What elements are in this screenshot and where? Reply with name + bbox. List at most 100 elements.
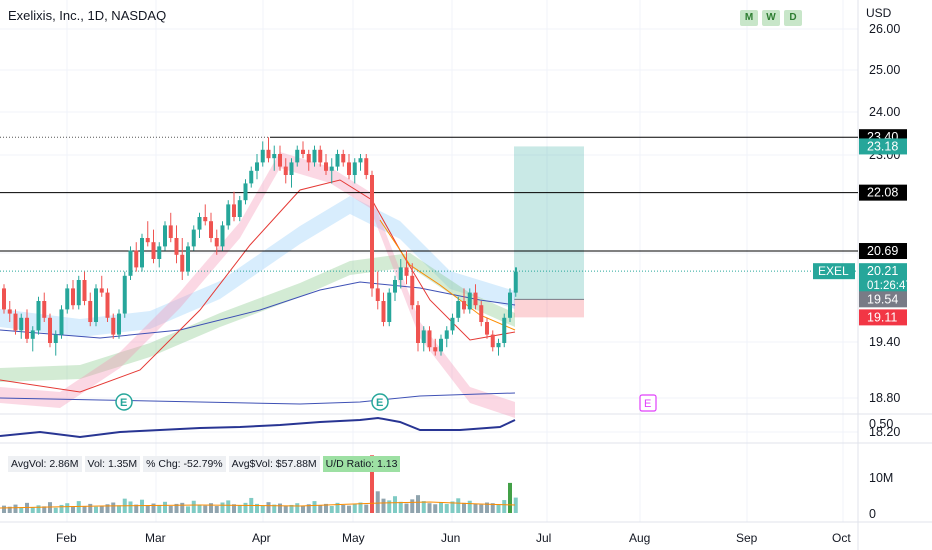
- volume-bar-67: [387, 500, 392, 513]
- volume-bar-28: [163, 501, 167, 513]
- volume-bar-11: [65, 503, 70, 513]
- volume-bar-77: [444, 503, 449, 513]
- avg-dollar-vol-stat: Avg$Vol: $57.88M: [228, 456, 320, 472]
- volume-bar-27: [157, 504, 162, 513]
- volume-bar-63: [364, 504, 369, 513]
- candle-body-77: [444, 330, 449, 339]
- position-stop-zone: [514, 299, 584, 318]
- candle-body-0: [2, 288, 6, 310]
- ma-line-orange: [379, 219, 516, 331]
- x-tick-sep: Sep: [736, 531, 758, 545]
- candle-body-56: [324, 162, 328, 171]
- candle-body-12: [71, 288, 75, 306]
- candle-body-9: [53, 334, 58, 343]
- volume-bar-17: [99, 505, 104, 513]
- volume-bar-52: [301, 505, 305, 513]
- candle-body-84: [485, 322, 489, 335]
- symbol-tag: EXEL: [818, 264, 849, 278]
- candle-body-8: [48, 317, 52, 343]
- volume-bar-60: [347, 505, 351, 513]
- x-tick-jun: Jun: [441, 531, 460, 545]
- volume-bar-26: [151, 503, 156, 513]
- volume-bar-15: [88, 503, 93, 513]
- candle-body-87: [502, 317, 507, 343]
- candle-body-58: [335, 154, 340, 167]
- candle-body-75: [433, 347, 438, 352]
- price-label-box-3: [859, 243, 907, 260]
- earnings-marker-label-0: E: [120, 397, 127, 409]
- month-badge[interactable]: M: [740, 10, 758, 26]
- price-label-1: 23.18: [867, 139, 898, 153]
- volume-bar-56: [324, 503, 328, 513]
- price-label-box-1: [859, 138, 907, 155]
- day-badge[interactable]: D: [784, 10, 802, 26]
- candle-body-63: [364, 158, 369, 175]
- candle-body-50: [289, 162, 294, 175]
- x-tick-apr: Apr: [252, 531, 271, 545]
- volume-bar-35: [203, 505, 208, 513]
- volume-bar-37: [214, 506, 219, 513]
- volume-bar-45: [260, 505, 265, 513]
- volume-bar-58: [335, 502, 340, 513]
- candle-body-73: [421, 330, 426, 343]
- volume-bar-65: [375, 491, 380, 513]
- candle-body-86: [496, 343, 501, 348]
- price-tick-5: 19.40: [869, 335, 900, 349]
- price-tick-6: 18.80: [869, 391, 900, 405]
- volume-bar-47: [272, 504, 277, 513]
- candle-body-29: [168, 225, 173, 238]
- candle-body-47: [272, 154, 277, 159]
- candle-body-51: [295, 149, 300, 163]
- candle-body-13: [76, 280, 81, 306]
- volume-bar-73: [421, 501, 426, 513]
- volume-bar-62: [358, 502, 363, 513]
- candle-body-82: [473, 292, 478, 306]
- candle-body-69: [398, 267, 403, 280]
- price-tick-7: 18.20: [869, 425, 900, 439]
- candle-body-10: [59, 309, 64, 335]
- candle-body-38: [220, 225, 225, 247]
- timeframe-badges: M W D: [740, 10, 802, 26]
- candle-body-42: [243, 183, 248, 201]
- volume-bar-23: [134, 504, 139, 513]
- x-tick-aug: Aug: [629, 531, 650, 545]
- volume-tick-0: 0: [869, 507, 876, 521]
- candle-body-81: [467, 292, 472, 310]
- candle-body-83: [479, 305, 484, 322]
- volume-bar-12: [71, 506, 75, 513]
- volume-bar-69: [398, 501, 403, 513]
- volume-bar-39: [226, 500, 231, 513]
- volume-bar-72: [416, 495, 420, 513]
- price-label-3: 20.69: [867, 244, 898, 258]
- indicator-line: [0, 416, 516, 439]
- volume-bar-89: [513, 497, 518, 513]
- price-label-6: 19.11: [867, 310, 897, 324]
- candle-body-80: [462, 301, 466, 310]
- candle-body-21: [122, 275, 127, 314]
- earnings-marker-0: [115, 393, 133, 411]
- week-badge[interactable]: W: [762, 10, 780, 26]
- price-label-sub-4: 01:26:47: [867, 280, 912, 292]
- candle-body-6: [36, 301, 41, 331]
- volume-bar-48: [278, 503, 282, 513]
- candle-body-40: [232, 204, 236, 217]
- x-tick-may: May: [342, 531, 365, 545]
- candle-body-34: [197, 217, 202, 230]
- ma-band-red: [0, 152, 515, 418]
- candle-body-79: [456, 301, 461, 318]
- candle-body-33: [191, 229, 196, 247]
- volume-bar-68: [393, 496, 397, 513]
- candle-body-32: [186, 246, 190, 272]
- candle-body-20: [117, 313, 121, 335]
- volume-bar-88: [508, 482, 512, 513]
- volume-bar-84: [485, 502, 489, 513]
- price-label-5: 19.54: [867, 292, 898, 306]
- candle-body-3: [19, 317, 24, 331]
- candle-body-64: [370, 175, 374, 289]
- volume-bar-74: [427, 503, 432, 513]
- candle-body-74: [427, 330, 432, 348]
- candle-body-4: [25, 317, 29, 339]
- volume-bar-55: [318, 505, 323, 513]
- candle-body-28: [163, 225, 167, 247]
